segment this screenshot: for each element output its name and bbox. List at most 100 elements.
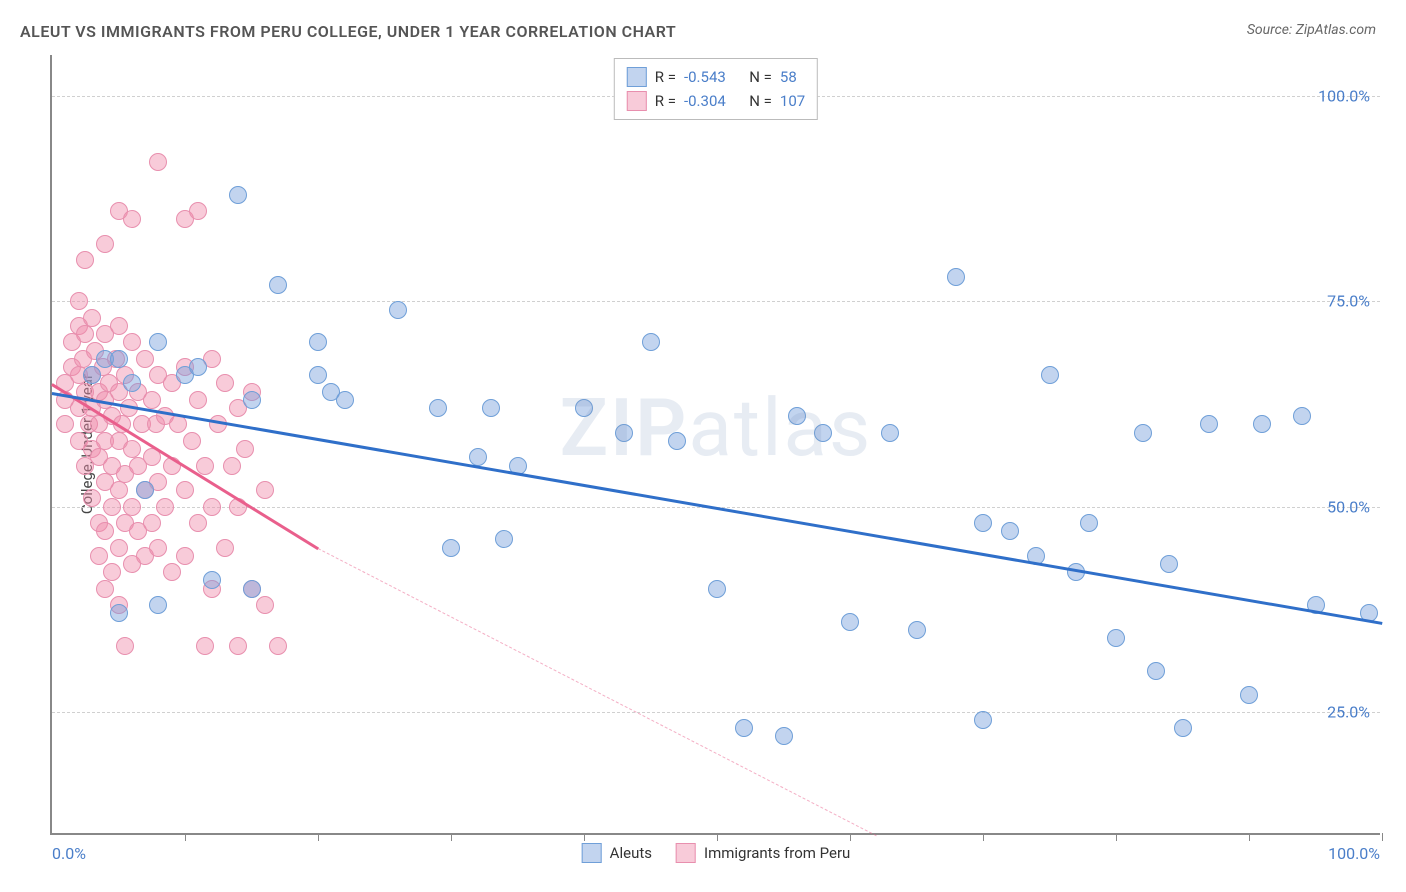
point-aleut <box>841 613 859 631</box>
x-tick <box>983 833 984 841</box>
point-aleut <box>243 580 261 598</box>
x-tick <box>850 833 851 841</box>
point-peru <box>216 374 234 392</box>
point-aleut <box>575 399 593 417</box>
x-tick <box>717 833 718 841</box>
y-tick-label: 75.0% <box>1327 292 1370 311</box>
point-aleut <box>123 374 141 392</box>
point-aleut <box>814 424 832 442</box>
point-aleut <box>668 432 686 450</box>
point-peru <box>143 514 161 532</box>
point-aleut <box>269 276 287 294</box>
point-aleut <box>83 366 101 384</box>
point-aleut <box>1293 407 1311 425</box>
point-peru <box>123 210 141 228</box>
point-peru <box>110 481 128 499</box>
point-aleut <box>110 604 128 622</box>
point-aleut <box>243 391 261 409</box>
point-peru <box>269 637 287 655</box>
point-aleut <box>309 366 327 384</box>
point-peru <box>116 637 134 655</box>
point-peru <box>189 514 207 532</box>
point-aleut <box>1041 366 1059 384</box>
point-peru <box>176 481 194 499</box>
point-aleut <box>309 333 327 351</box>
point-aleut <box>642 333 660 351</box>
point-peru <box>156 498 174 516</box>
y-tick-label: 100.0% <box>1318 87 1370 106</box>
point-aleut <box>482 399 500 417</box>
point-peru <box>76 251 94 269</box>
point-peru <box>110 539 128 557</box>
x-tick <box>185 833 186 841</box>
point-aleut <box>1160 555 1178 573</box>
point-peru <box>83 489 101 507</box>
point-peru <box>90 547 108 565</box>
point-peru <box>183 432 201 450</box>
point-aleut <box>110 350 128 368</box>
legend-label: Aleuts <box>610 844 652 862</box>
point-peru <box>203 498 221 516</box>
legend-swatch <box>582 843 602 863</box>
point-peru <box>123 498 141 516</box>
legend-stat-row: R = -0.304 N = 107 <box>627 89 805 113</box>
legend-stat-row: R = -0.543 N = 58 <box>627 65 805 89</box>
point-aleut <box>495 530 513 548</box>
point-aleut <box>189 358 207 376</box>
legend-swatch <box>676 843 696 863</box>
legend-swatch <box>627 67 647 87</box>
point-aleut <box>615 424 633 442</box>
point-aleut <box>974 711 992 729</box>
point-peru <box>96 580 114 598</box>
point-peru <box>229 637 247 655</box>
point-peru <box>216 539 234 557</box>
point-peru <box>110 317 128 335</box>
point-peru <box>149 539 167 557</box>
legend-bottom: Aleuts Immigrants from Peru <box>582 843 851 863</box>
point-aleut <box>788 407 806 425</box>
point-aleut <box>1200 415 1218 433</box>
point-peru <box>149 153 167 171</box>
x-max-label: 100.0% <box>1328 844 1380 863</box>
point-aleut <box>1240 686 1258 704</box>
point-aleut <box>881 424 899 442</box>
source-label: Source: ZipAtlas.com <box>1247 22 1376 38</box>
point-aleut <box>947 268 965 286</box>
y-tick-label: 50.0% <box>1327 497 1370 516</box>
point-peru <box>136 350 154 368</box>
point-peru <box>70 292 88 310</box>
point-peru <box>123 333 141 351</box>
point-peru <box>83 309 101 327</box>
x-tick <box>1382 833 1383 841</box>
point-peru <box>176 547 194 565</box>
point-peru <box>123 440 141 458</box>
point-aleut <box>1147 662 1165 680</box>
legend-swatch <box>627 91 647 111</box>
x-min-label: 0.0% <box>52 844 86 863</box>
legend-item: Aleuts <box>582 843 652 863</box>
point-aleut <box>1134 424 1152 442</box>
point-peru <box>189 391 207 409</box>
point-aleut <box>389 301 407 319</box>
point-aleut <box>1253 415 1271 433</box>
point-aleut <box>908 621 926 639</box>
point-peru <box>196 637 214 655</box>
x-tick <box>318 833 319 841</box>
point-aleut <box>708 580 726 598</box>
point-peru <box>223 457 241 475</box>
trend-line-peru-dashed <box>318 548 877 836</box>
point-peru <box>163 563 181 581</box>
point-aleut <box>1080 514 1098 532</box>
point-aleut <box>203 571 221 589</box>
point-peru <box>56 415 74 433</box>
chart-title: ALEUT VS IMMIGRANTS FROM PERU COLLEGE, U… <box>20 22 676 41</box>
point-aleut <box>1001 522 1019 540</box>
point-peru <box>256 481 274 499</box>
point-aleut <box>336 391 354 409</box>
point-aleut <box>149 333 167 351</box>
gridline <box>52 301 1380 302</box>
legend-label: Immigrants from Peru <box>704 844 850 862</box>
point-aleut <box>735 719 753 737</box>
point-aleut <box>775 727 793 745</box>
y-tick-label: 25.0% <box>1327 702 1370 721</box>
